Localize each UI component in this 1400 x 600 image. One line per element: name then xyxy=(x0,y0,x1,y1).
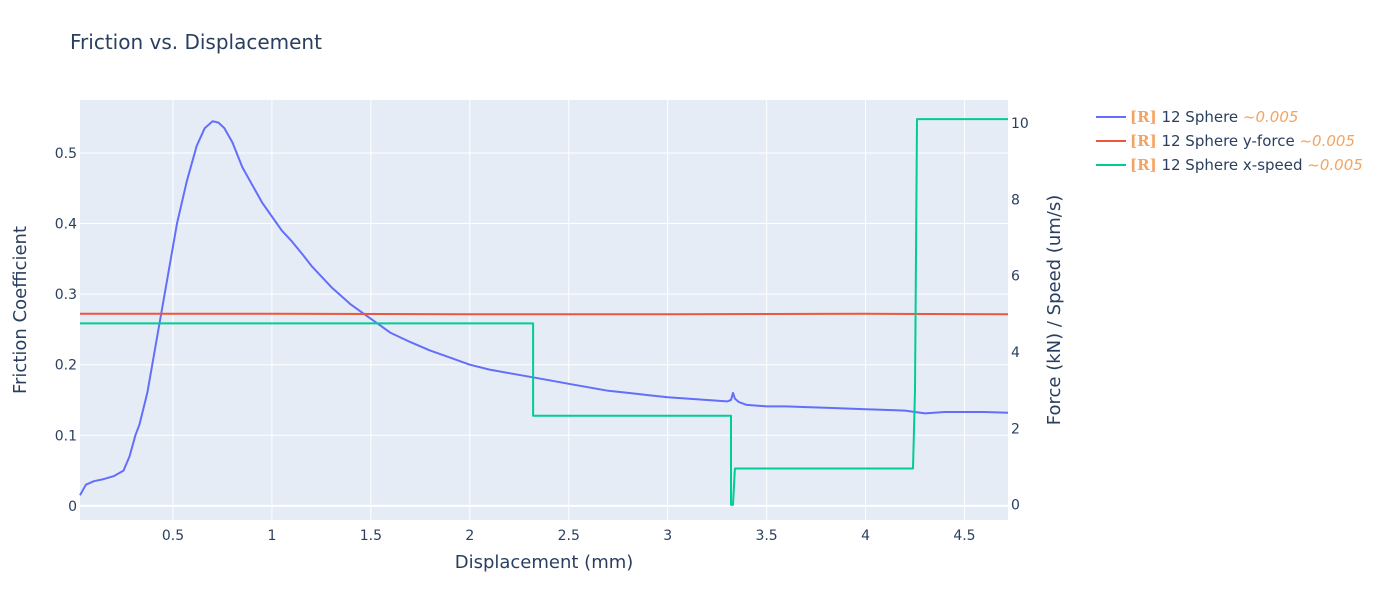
x-tick-label: 0.5 xyxy=(162,528,184,544)
legend-tolerance: ~0.005 xyxy=(1243,108,1299,126)
legend-tolerance: ~0.005 xyxy=(1299,132,1355,150)
legend-name: 12 Sphere xyxy=(1157,108,1243,126)
legend-item[interactable]: [R] 12 Sphere ~0.005 xyxy=(1096,108,1298,126)
y2-tick-label: 8 xyxy=(1011,192,1020,208)
y2-tick-label: 4 xyxy=(1011,345,1020,361)
y-axis-title: Friction Coefficient xyxy=(10,226,31,394)
grid xyxy=(80,100,1008,520)
x-tick-label: 3 xyxy=(663,528,672,544)
x-tick-label: 2.5 xyxy=(558,528,580,544)
legend-tag: [R] xyxy=(1130,132,1157,150)
x-tick-label: 3.5 xyxy=(755,528,777,544)
tick-labels: 0.5 1 1.5 2 2.5 3 3.5 4 4.5 0 0.1 0.2 0.3 0.4 0.5 0 2 4 6 8… xyxy=(55,116,1029,544)
legend-tag: [R] xyxy=(1130,108,1157,126)
legend-tolerance: ~0.005 xyxy=(1307,156,1363,174)
legend-item[interactable]: [R] 12 Sphere y-force ~0.005 xyxy=(1096,132,1355,150)
y-tick-label: 0.5 xyxy=(55,146,77,162)
legend-label: [R] 12 Sphere ~0.005 xyxy=(1130,108,1298,126)
series-line-3 xyxy=(80,118,1008,506)
x-tick-label: 1 xyxy=(267,528,276,544)
legend-tag: [R] xyxy=(1130,156,1157,174)
x-tick-label: 1.5 xyxy=(360,528,382,544)
legend-label: [R] 12 Sphere y-force ~0.005 xyxy=(1130,132,1355,150)
x-tick-label: 2 xyxy=(465,528,474,544)
y-tick-label: 0.4 xyxy=(55,217,77,233)
series-line-1 xyxy=(79,120,1009,496)
y2-axis-title: Force (kN) / Speed (um/s) xyxy=(1044,195,1065,425)
series-layer xyxy=(79,118,1009,506)
legend-name: 12 Sphere x-speed xyxy=(1157,156,1308,174)
x-axis-title: Displacement (mm) xyxy=(455,552,634,573)
y2-tick-label: 10 xyxy=(1011,116,1029,132)
legend-label: [R] 12 Sphere x-speed ~0.005 xyxy=(1130,156,1363,174)
x-tick-label: 4.5 xyxy=(953,528,975,544)
chart-title: Friction vs. Displacement xyxy=(70,30,322,54)
y-tick-label: 0.3 xyxy=(55,287,77,303)
y2-tick-label: 0 xyxy=(1011,498,1020,514)
legend-item[interactable]: [R] 12 Sphere x-speed ~0.005 xyxy=(1096,156,1363,174)
legend[interactable]: [R] 12 Sphere ~0.005[R] 12 Sphere y-forc… xyxy=(1096,108,1363,174)
y-tick-label: 0.2 xyxy=(55,358,77,374)
plot-area xyxy=(80,100,1008,520)
y-tick-label: 0 xyxy=(68,499,77,515)
legend-name: 12 Sphere y-force xyxy=(1157,132,1300,150)
y2-tick-label: 6 xyxy=(1011,269,1020,285)
y-tick-label: 0.1 xyxy=(55,428,77,444)
x-tick-label: 4 xyxy=(861,528,870,544)
y2-tick-label: 2 xyxy=(1011,421,1020,437)
